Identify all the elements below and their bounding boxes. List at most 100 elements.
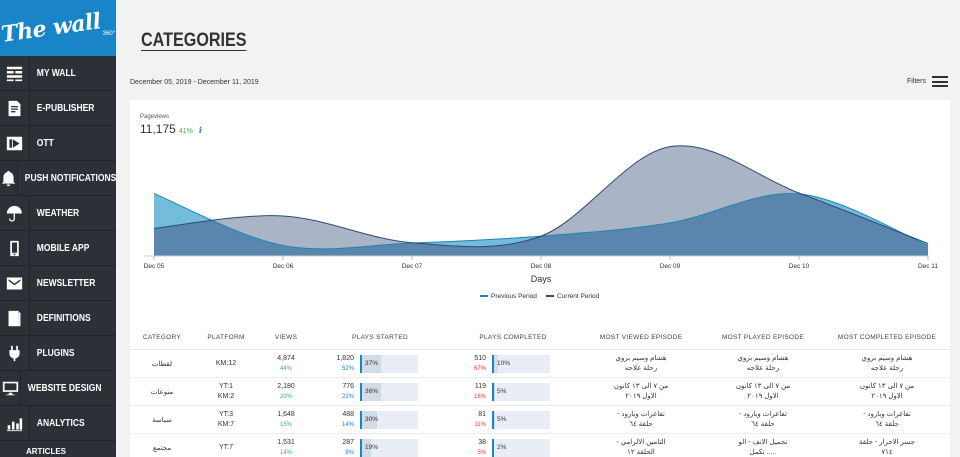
mobile-icon <box>0 230 30 266</box>
column-header-most-completed-episode[interactable]: MOST COMPLETED EPISODE <box>837 334 937 341</box>
most-played-episode-cell[interactable]: تجميل الانف - الو ..... تكمل <box>702 438 824 457</box>
views-cell: 4,874 44% <box>258 354 314 374</box>
most-played-episode-cell[interactable]: من ٧ الى ١٣ كانون الاول ٢٠١٩ <box>702 382 824 402</box>
category-cell: مجتمع <box>152 444 172 452</box>
plug-icon <box>0 335 30 371</box>
episode-line: حلقة ٦٤ <box>875 420 899 428</box>
sidebar-item-definitions[interactable]: DEFINITIONS <box>0 300 116 336</box>
logo-sup: 360° <box>102 31 116 37</box>
sidebar-nav: MY WALL E-PUBLISHER OTT PUSH NOTIFICATIONS W… <box>0 55 116 441</box>
sidebar-item-e-publisher[interactable]: E-PUBLISHER <box>0 90 116 126</box>
column-header-plays-completed[interactable]: PLAYS COMPLETED <box>479 334 547 341</box>
most-completed-episode-cell[interactable]: تفاعرات وبارود - حلقة ٦٤ <box>824 410 950 430</box>
date-range[interactable]: December 05, 2019 - December 11, 2019 <box>130 79 259 86</box>
most-viewed-episode-cell[interactable]: هشام وسيم بروي رحلة علاجه <box>580 354 702 374</box>
sidebar-item-label: NEWSLETTER <box>36 277 96 289</box>
episode-line: ..... تكمل <box>749 448 777 456</box>
sidebar-item-label: E-PUBLISHER <box>36 102 95 114</box>
plays-started-bar: 19% <box>360 438 418 457</box>
filters-button[interactable]: Filters <box>907 76 948 87</box>
sidebar-item-newsletter[interactable]: NEWSLETTER <box>0 265 116 301</box>
page-title: CATEGORIES <box>141 30 247 51</box>
plays-started-pct: 8% <box>345 449 354 456</box>
sidebar-item-website-design[interactable]: WEBSITE DESIGN <box>0 370 116 406</box>
sidebar-item-label: WEBSITE DESIGN <box>28 382 102 394</box>
most-played-episode-cell[interactable]: تفاعرات وبارود - حلقة ٦٤ <box>702 410 824 430</box>
episode-line: رحلة علاجه <box>746 364 780 372</box>
plays-started-cell: 488 14% 30% <box>314 410 446 430</box>
sidebar-item-mobile-app[interactable]: MOBILE APP <box>0 230 116 266</box>
column-header-category[interactable]: CATEGORY <box>142 334 182 341</box>
table-row[interactable]: لقطات KM:12 4,874 44% 1,820 52% 37% 510 67% 10% هش… <box>130 350 950 378</box>
analytics-icon <box>0 405 30 441</box>
plays-completed-cell: 38 5% 2% <box>446 438 580 457</box>
views-pct: 15% <box>279 421 292 428</box>
x-axis-label: Days <box>531 274 552 284</box>
column-header-platform[interactable]: PLATFORM <box>207 334 245 341</box>
sidebar-item-push-notifications[interactable]: PUSH NOTIFICATIONS <box>0 160 116 196</box>
platform-cell: KM:12 <box>194 359 258 369</box>
table-row[interactable]: مجتمع YT:7 1,531 14% 287 8% 19% 38 5% 2% التامين ا… <box>130 434 950 457</box>
sidebar-item-plugins[interactable]: PLUGINS <box>0 335 116 371</box>
x-tick-label: Dec 11 <box>918 263 938 270</box>
document-edit-icon <box>0 90 30 126</box>
episode-line: الاول ٢٠١٩ <box>747 392 779 400</box>
platform-cell: YT:7 <box>194 443 258 453</box>
sidebar-item-label: ANALYTICS <box>36 417 85 429</box>
sidebar-item-my-wall[interactable]: MY WALL <box>0 55 116 91</box>
bell-icon <box>0 160 18 196</box>
overlap-area <box>154 193 928 256</box>
x-tick-label: Dec 09 <box>660 263 681 270</box>
episode-line: حلقة ٦٤ <box>751 420 775 428</box>
plays-completed-bar-label: 5% <box>497 387 507 395</box>
most-completed-episode-cell[interactable]: من ٧ الى ١٣ كانون الاول ٢٠١٩ <box>824 382 950 402</box>
info-icon[interactable]: i <box>198 125 202 135</box>
plays-started-bar-fill <box>360 354 382 373</box>
legend-previous-label: Previous Period <box>491 293 537 300</box>
column-header-plays-started[interactable]: PLAYS STARTED <box>352 334 408 341</box>
sidebar-item-label: WEATHER <box>36 207 80 219</box>
most-viewed-episode-cell[interactable]: التامين الالزامي - الحلقة ١٢ <box>580 438 702 457</box>
table-row[interactable]: سياسة YT:3 KM:7 1,648 15% 488 14% 30% 81 11% 5% تفا… <box>130 406 950 434</box>
platform-cell: YT:1 KM:2 <box>194 382 258 402</box>
plays-started-value: 776 <box>342 382 354 390</box>
plays-completed-bar: 10% <box>492 354 550 373</box>
episode-line: حلقة ٦٤ <box>629 420 653 428</box>
categories-table: CATEGORY PLATFORM VIEWS PLAYS STARTED PLAYS … <box>130 326 950 457</box>
x-tick-label: Dec 08 <box>531 263 552 270</box>
episode-line: هشام وسيم بروي <box>615 354 667 362</box>
column-header-views[interactable]: VIEWS <box>274 334 298 341</box>
logo-text: The wall <box>0 8 103 48</box>
metric-change: 41% <box>178 128 193 135</box>
table-row[interactable]: منوعات YT:1 KM:2 2,180 20% 776 22% 36% 119 16% 5% م… <box>130 378 950 406</box>
column-header-most-viewed-episode[interactable]: MOST VIEWED EPISODE <box>599 334 683 341</box>
plays-started-bar-label: 37% <box>365 359 379 367</box>
main-content: CATEGORIES December 05, 2019 - December … <box>116 0 960 457</box>
sidebar-item-weather[interactable]: WEATHER <box>0 195 116 231</box>
plays-completed-value: 119 <box>474 382 486 390</box>
plays-started-pct: 52% <box>341 365 354 372</box>
logo[interactable]: The wall 360° <box>0 0 116 56</box>
most-played-episode-cell[interactable]: هشام وسيم بروي رحلة علاجه <box>702 354 824 374</box>
column-header-most-played-episode[interactable]: MOST PLAYED EPISODE <box>721 334 805 341</box>
episode-line: تفاعرات وبارود - <box>617 410 665 418</box>
sidebar-item-analytics[interactable]: ANALYTICS <box>0 405 116 441</box>
sidebar-item-label: MOBILE APP <box>36 242 90 254</box>
category-cell: سياسة <box>152 416 172 424</box>
plays-started-pct: 14% <box>341 421 354 428</box>
most-viewed-episode-cell[interactable]: من ٧ الى ١٣ كانون الاول ٢٠١٩ <box>580 382 702 402</box>
episode-line: تفاعرات وبارود - <box>739 410 787 418</box>
sidebar-subitem-articles[interactable]: ARTICLES <box>26 447 66 456</box>
most-completed-episode-cell[interactable]: هشام وسيم بروي رحلة علاجه <box>824 354 950 374</box>
episode-line: جسر الاحرار - حلقة <box>859 438 915 446</box>
most-viewed-episode-cell[interactable]: تفاعرات وبارود - حلقة ٦٤ <box>580 410 702 430</box>
platform-cell: YT:3 KM:7 <box>194 410 258 430</box>
plays-started-bar-label: 36% <box>365 387 379 395</box>
views-value: 4,874 <box>277 354 295 362</box>
x-tick-label: Dec 05 <box>144 263 165 270</box>
current-period-line <box>153 145 929 248</box>
most-completed-episode-cell[interactable]: جسر الاحرار - حلقة ٧١٤ <box>824 438 950 457</box>
plays-completed-bar-fill <box>492 438 494 457</box>
metric-value: 11,175 <box>140 122 176 136</box>
sidebar-item-ott[interactable]: OTT <box>0 125 116 161</box>
